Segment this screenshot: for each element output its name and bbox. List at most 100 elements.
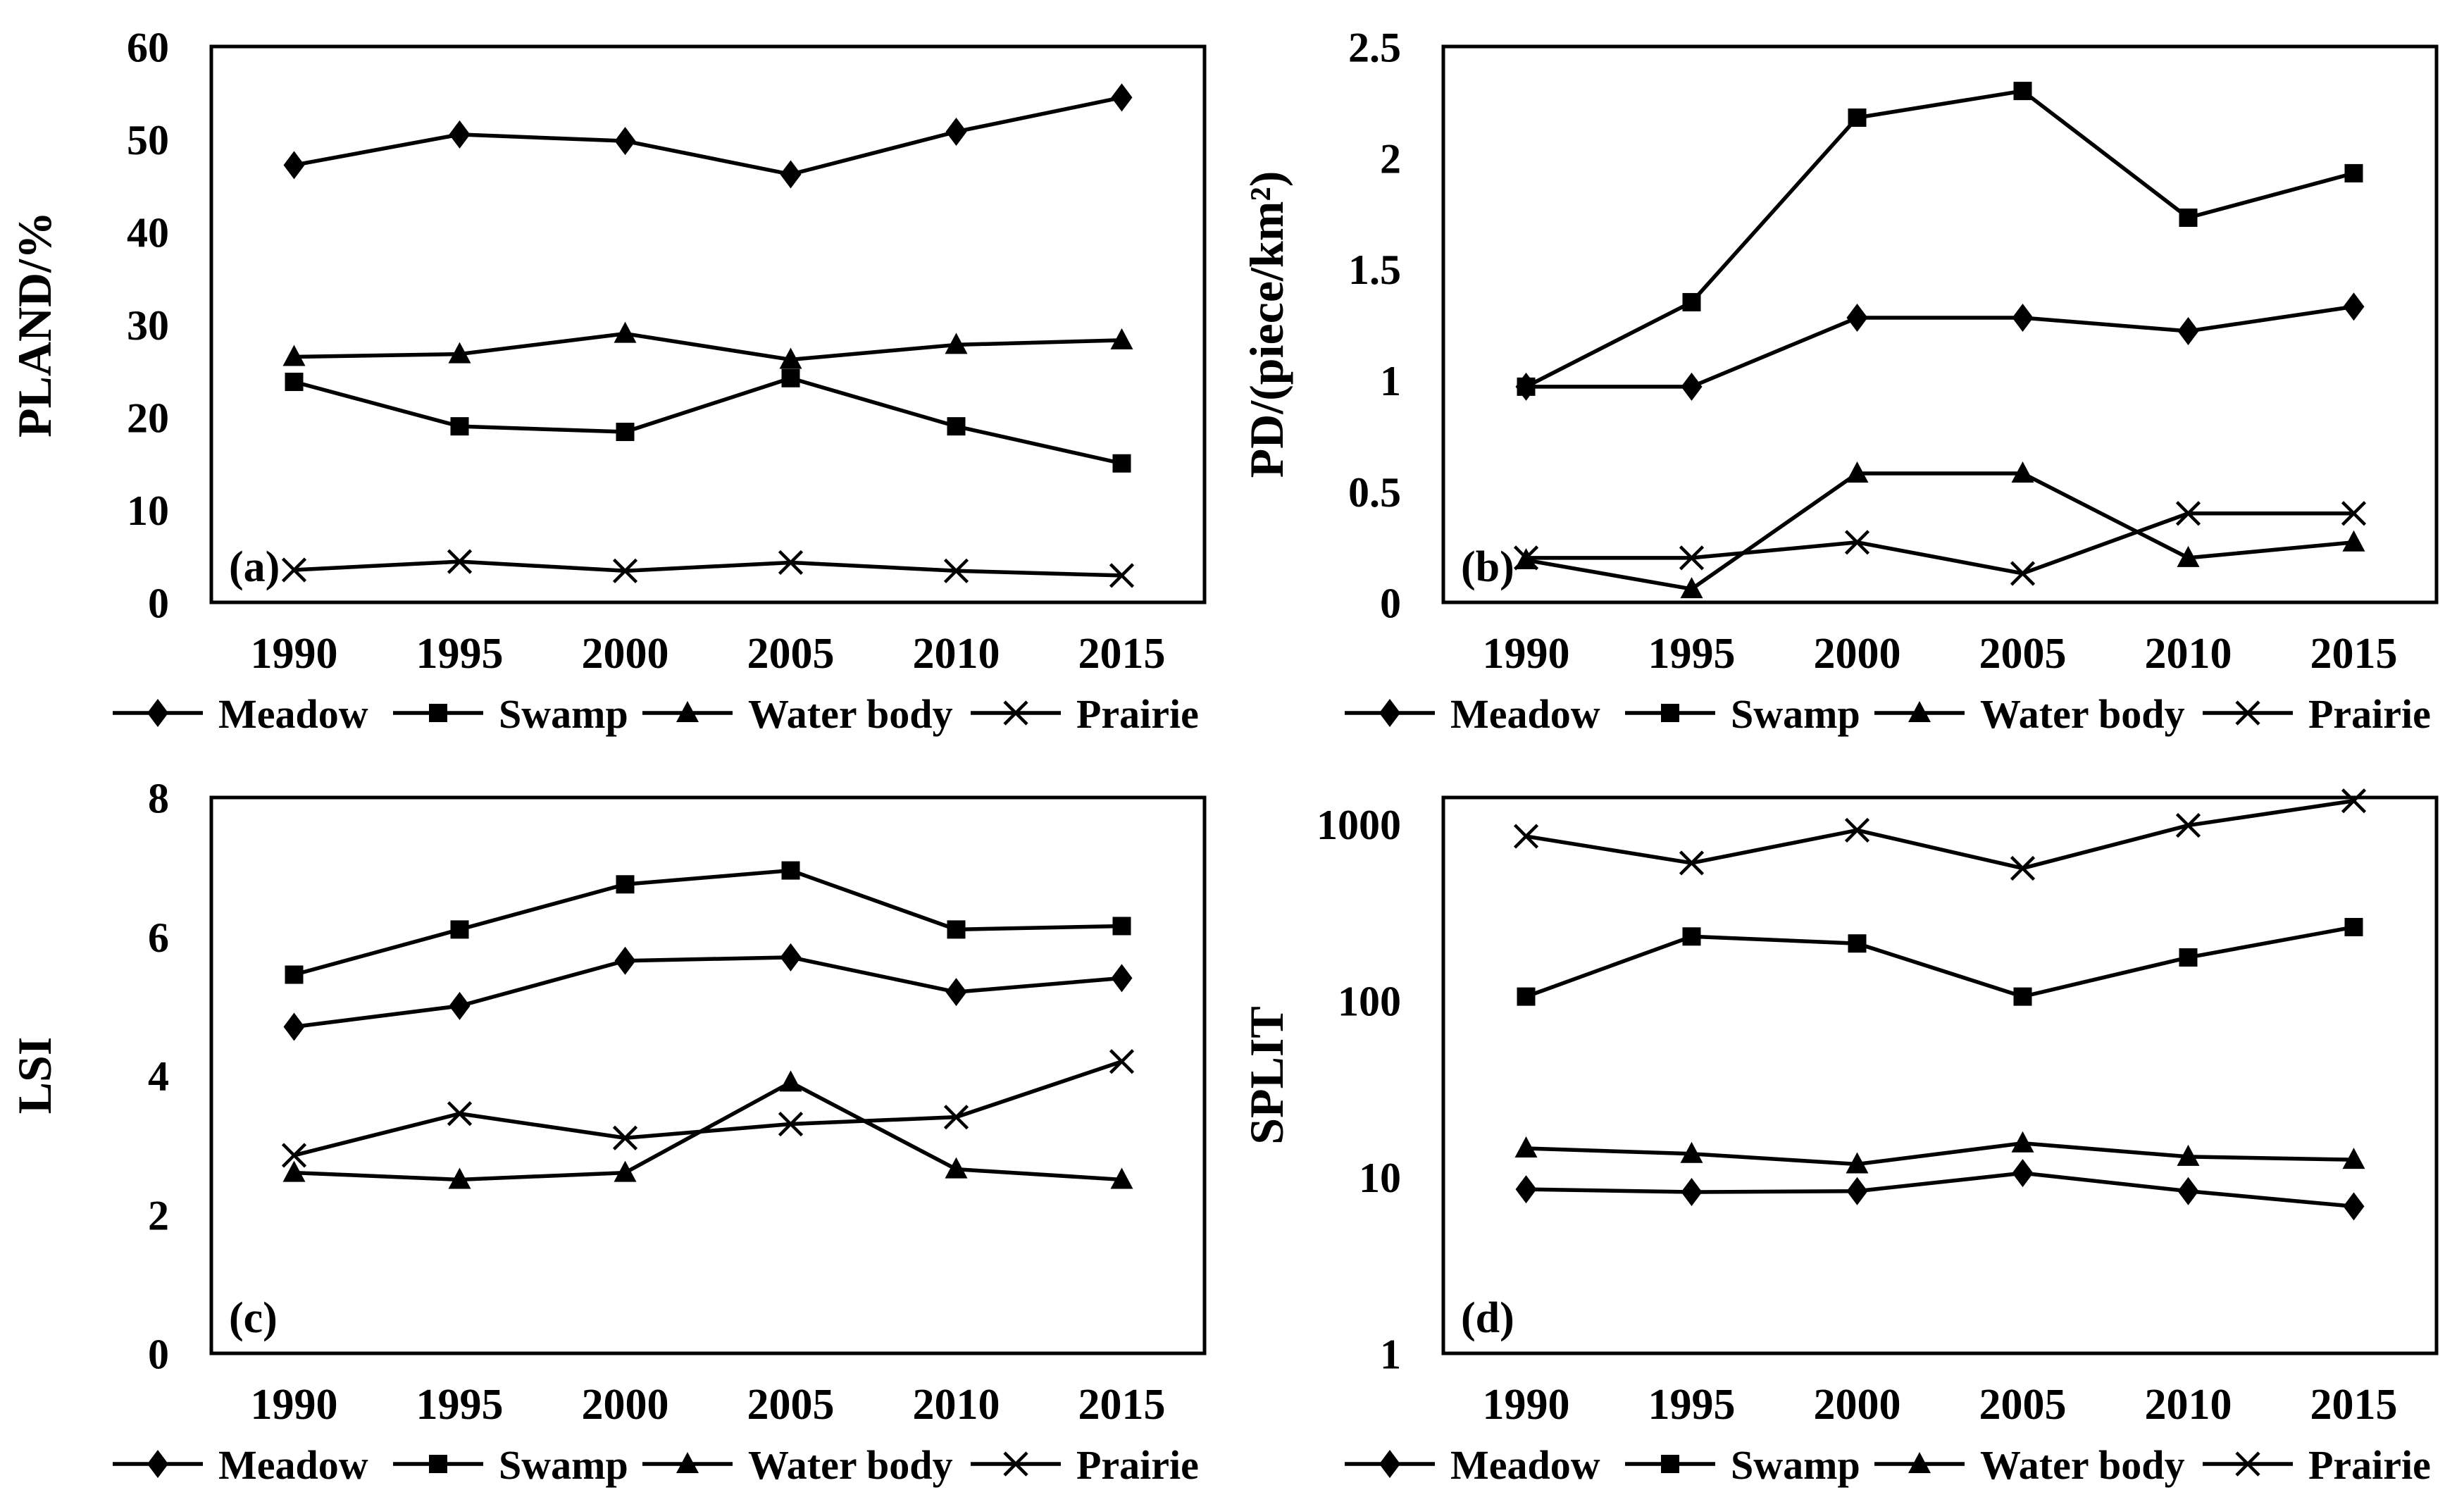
x-axis-tick-labels: 1990 1995 2000 2005 2010 2015	[251, 1381, 1166, 1429]
y-tick-label: 1	[1380, 1332, 1401, 1378]
series-water-body	[1514, 1131, 2365, 1174]
marker-x-prairie	[1844, 817, 1870, 843]
marker-diamond-meadow	[614, 127, 636, 156]
legend-label: Meadow	[218, 1442, 368, 1488]
x-tick-label: 2015	[1078, 1381, 1166, 1429]
panel-label: (c)	[229, 1294, 278, 1342]
marker-diamond-meadow	[147, 1450, 168, 1478]
x-tick-label: 1990	[1483, 1381, 1570, 1429]
legend-label: Swamp	[499, 1442, 628, 1488]
chart-panel-d: 1 10 100 1000 SPLIT 1990 1995 2000 2005 2010 2015 (…	[1232, 751, 2464, 1502]
marker-x-prairie	[1679, 545, 1705, 571]
legend-item-meadow: Meadow	[1345, 691, 1600, 737]
y-axis-title: SPLIT	[1240, 1006, 1293, 1145]
legend-item-meadow: Meadow	[1345, 1442, 1600, 1488]
y-tick-label: 0	[148, 1332, 169, 1378]
marker-x-prairie	[1844, 530, 1870, 555]
marker-triangle-water-body	[2342, 1148, 2365, 1169]
marker-square-swamp	[2344, 163, 2363, 182]
marker-x-prairie	[1513, 545, 1539, 571]
marker-triangle-water-body	[1846, 1152, 1869, 1174]
series-line-swamp	[1524, 89, 2356, 389]
marker-square-swamp	[781, 368, 800, 387]
series-line-water-body	[1524, 1141, 2356, 1167]
marker-square-swamp	[2013, 82, 2032, 101]
marker-square-swamp	[616, 875, 635, 894]
marker-diamond-meadow	[1846, 304, 1868, 333]
marker-triangle-water-body	[1514, 1136, 1538, 1158]
marker-diamond-meadow	[2343, 1192, 2365, 1221]
series-prairie	[281, 1049, 1135, 1168]
marker-triangle-water-body	[2177, 545, 2200, 567]
x-tick-label: 1990	[251, 1381, 338, 1429]
marker-triangle-water-body	[1908, 1452, 1931, 1473]
y-tick-label: 20	[127, 395, 169, 442]
legend-label: Swamp	[1731, 1442, 1860, 1488]
y-tick-label: 2	[1380, 135, 1401, 182]
x-tick-label: 1995	[1648, 1381, 1736, 1429]
y-tick-label: 0	[148, 581, 169, 627]
y-tick-label: 6	[148, 914, 169, 961]
legend-item-swamp: Swamp	[1625, 691, 1860, 737]
y-tick-label: 50	[127, 117, 169, 163]
series-prairie	[281, 549, 1135, 588]
marker-square-swamp	[429, 704, 447, 722]
marker-diamond-meadow	[1379, 1450, 1400, 1478]
plot-frame	[1441, 795, 2439, 1355]
marker-diamond-meadow	[780, 943, 802, 972]
legend-item-water-body: Water body	[1874, 691, 2185, 737]
x-tick-label: 2005	[747, 630, 835, 678]
series-prairie	[1513, 788, 2367, 881]
series-swamp	[1517, 917, 2363, 1006]
legend-item-water-body: Water body	[642, 691, 953, 737]
marker-diamond-meadow	[1515, 1175, 1537, 1204]
legend: Meadow Swamp Water body Prairie	[113, 1442, 1199, 1488]
legend-label: Water body	[748, 691, 953, 737]
marker-square-swamp	[450, 417, 469, 436]
marker-diamond-meadow	[449, 120, 471, 149]
x-tick-label: 2010	[913, 1381, 1000, 1429]
marker-square-swamp	[1517, 377, 1536, 396]
series-line-swamp	[292, 868, 1124, 977]
series-meadow	[1515, 292, 2365, 401]
chart-a-canvas: 0 10 20 30 40 50 60 PLAND/% 1990 1995 2000 2005 2010…	[8, 25, 1207, 737]
marker-diamond-meadow	[2177, 316, 2199, 345]
y-tick-label: 1000	[1317, 802, 1401, 848]
legend-item-prairie: Prairie	[2203, 691, 2431, 737]
series-swamp	[285, 861, 1131, 984]
series-prairie	[1513, 501, 2367, 586]
marker-triangle-water-body	[676, 1452, 699, 1473]
marker-triangle-water-body	[945, 333, 968, 354]
marker-triangle-water-body	[614, 1160, 637, 1182]
y-tick-label: 2	[148, 1192, 169, 1239]
chart-panel-c: 0 2 4 6 8 LSI 1990 1995 2000 2005 2010 2015 (c) Meado…	[0, 751, 1232, 1502]
marker-x-prairie	[2175, 501, 2201, 526]
series-line-meadow	[292, 955, 1124, 1029]
marker-triangle-water-body	[614, 321, 637, 343]
y-tick-label: 30	[127, 302, 169, 349]
series-line-meadow	[292, 95, 1124, 177]
marker-triangle-water-body	[282, 1160, 306, 1182]
marker-square-swamp	[1517, 987, 1536, 1006]
panel-label: (a)	[229, 543, 280, 591]
marker-triangle-water-body	[779, 1070, 802, 1092]
x-tick-label: 1995	[1648, 630, 1736, 678]
x-tick-label: 2000	[582, 630, 669, 678]
legend-label: Prairie	[2308, 691, 2431, 737]
marker-diamond-meadow	[147, 699, 168, 727]
marker-triangle-water-body	[1680, 1141, 1703, 1163]
legend-item-prairie: Prairie	[971, 1442, 1199, 1488]
legend-label: Water body	[1980, 1442, 2185, 1488]
x-tick-label: 2010	[913, 630, 1000, 678]
y-axis-tick-labels: 0 0.5 1 1.5 2 2.5	[1348, 25, 1401, 627]
x-axis-tick-labels: 1990 1995 2000 2005 2010 2015	[1483, 1381, 2398, 1429]
marker-x-prairie	[2235, 1451, 2260, 1477]
legend-item-water-body: Water body	[1874, 1442, 2185, 1488]
series-water-body	[282, 1070, 1133, 1189]
marker-triangle-water-body	[1908, 701, 1931, 722]
marker-x-prairie	[447, 549, 473, 574]
marker-triangle-water-body	[779, 347, 802, 369]
marker-diamond-meadow	[1681, 1178, 1703, 1207]
x-tick-label: 2010	[2145, 630, 2232, 678]
y-axis-tick-labels: 0 10 20 30 40 50 60	[127, 25, 169, 627]
